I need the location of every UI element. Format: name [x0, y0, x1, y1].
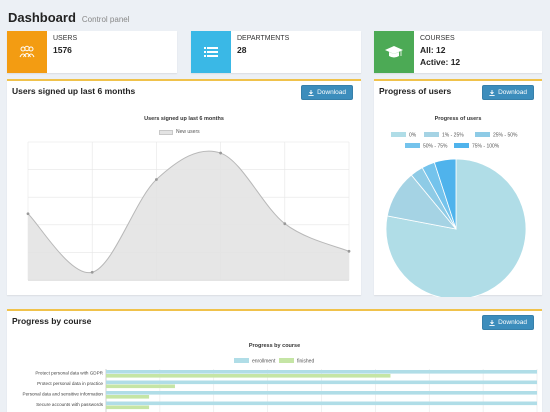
- area-fill: [28, 151, 349, 280]
- users-icon: [7, 31, 47, 73]
- legend-label: 1% - 25%: [442, 133, 464, 139]
- download-label: Download: [498, 319, 527, 326]
- courses-stat-card: COURSES All: 12 Active: 12: [374, 31, 542, 73]
- signups-box-title: Users signed up last 6 months: [12, 86, 136, 96]
- data-point[interactable]: [219, 151, 223, 155]
- download-icon: [308, 89, 314, 96]
- courses-all: All: 12: [420, 45, 446, 55]
- page-header: Dashboard Control panel: [8, 10, 130, 30]
- data-point[interactable]: [90, 270, 94, 274]
- download-icon: [489, 89, 495, 96]
- download-label: Download: [317, 89, 346, 96]
- legend-swatch: [475, 132, 490, 137]
- list-icon: [191, 31, 231, 73]
- progress-course-box-title: Progress by course: [12, 316, 92, 326]
- legend-swatch-new-users: [159, 129, 173, 135]
- data-point[interactable]: [155, 178, 158, 181]
- bar-finished[interactable]: [106, 374, 391, 378]
- category-label: Protect personal data in practice: [37, 381, 103, 386]
- page-subtitle: Control panel: [81, 15, 130, 24]
- bar-finished[interactable]: [106, 405, 150, 410]
- legend-swatch: [391, 132, 406, 137]
- signups-legend: New users: [159, 129, 200, 135]
- legend-label: 25% - 50%: [493, 133, 518, 139]
- departments-value: 28: [237, 45, 247, 55]
- data-point[interactable]: [347, 249, 351, 253]
- users-stat-card: USERS 1576: [7, 31, 177, 73]
- bar-enrollment[interactable]: [106, 391, 537, 395]
- category-label: Secure accounts with passwords: [36, 402, 104, 407]
- signups-area-chart: [26, 141, 351, 281]
- legend-label: 75% - 100%: [472, 144, 500, 150]
- legend-label: finished: [297, 359, 314, 365]
- bar-finished[interactable]: [106, 395, 150, 399]
- data-point[interactable]: [26, 212, 30, 216]
- legend-swatch: [454, 143, 469, 148]
- pie-chart-title: Progress of users: [434, 116, 482, 122]
- data-point[interactable]: [283, 222, 287, 226]
- progress-course-bar-chart: enrollment finished Protect personal data …: [23, 358, 538, 412]
- signups-download-button[interactable]: Download: [301, 85, 353, 100]
- bar-enrollment[interactable]: [106, 380, 537, 385]
- progress-course-box: Progress by course Download Progress by …: [7, 309, 542, 412]
- pie-slice[interactable]: [433, 158, 457, 230]
- category-label: Personal data and sensitive information: [23, 392, 104, 397]
- legend-swatch: [405, 143, 420, 148]
- course-chart-title: Progress by course: [248, 343, 301, 349]
- page-title: Dashboard: [8, 10, 76, 25]
- progress-users-box-title: Progress of users: [379, 86, 452, 96]
- legend-label-new-users: New users: [176, 129, 200, 135]
- users-value: 1576: [53, 45, 72, 55]
- download-icon: [489, 319, 495, 326]
- legend-label: enrollment: [252, 359, 276, 365]
- users-label: USERS: [53, 35, 78, 42]
- download-label: Download: [498, 89, 527, 96]
- bar-enrollment[interactable]: [106, 370, 537, 374]
- progress-users-pie-chart: 0% 1% - 25% 25% - 50% 50% - 75% 75% - 100%: [385, 132, 527, 297]
- departments-stat-card: DEPARTMENTS 28: [191, 31, 361, 73]
- bar-finished[interactable]: [106, 384, 175, 389]
- signups-chart-title: Users signed up last 6 months: [144, 116, 224, 122]
- signups-box: Users signed up last 6 months Download U…: [7, 79, 361, 295]
- progress-course-download-button[interactable]: Download: [482, 315, 534, 330]
- courses-active: Active: 12: [420, 57, 461, 67]
- legend-label: 50% - 75%: [423, 144, 448, 150]
- legend-swatch: [234, 358, 249, 363]
- courses-label: COURSES: [420, 35, 455, 42]
- legend-label: 0%: [409, 133, 417, 139]
- departments-label: DEPARTMENTS: [237, 35, 290, 42]
- legend-swatch: [279, 358, 294, 363]
- bar-enrollment[interactable]: [106, 401, 537, 406]
- graduation-cap-icon: [374, 31, 414, 73]
- category-label: Protect personal data with GDPR: [35, 371, 103, 376]
- progress-users-download-button[interactable]: Download: [482, 85, 534, 100]
- progress-users-box: Progress of users Download Progress of u…: [374, 79, 542, 297]
- legend-swatch: [424, 132, 439, 137]
